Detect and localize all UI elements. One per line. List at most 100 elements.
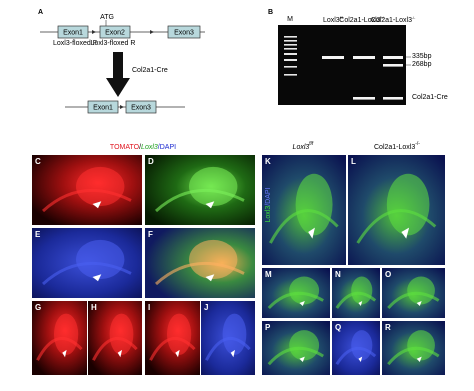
arrowhead — [416, 356, 422, 363]
arrowhead — [92, 274, 102, 282]
lane-name: Col2a1-Loxl3 — [371, 17, 412, 24]
lane-sup: +/- — [381, 16, 386, 20]
tissue-edge — [154, 262, 245, 286]
panel-letter: G — [35, 303, 41, 312]
arrowhead — [308, 227, 315, 239]
tissue — [222, 313, 247, 356]
panel-letter: J — [204, 303, 208, 312]
tissue-edge — [387, 346, 440, 366]
tissue-edge — [335, 291, 377, 309]
panel-letter: P — [265, 323, 271, 332]
tissue-edge — [269, 209, 339, 244]
tissue-edge — [205, 337, 251, 361]
exon-label: Exon3 — [131, 104, 151, 111]
exon-box — [167, 25, 201, 39]
band-label: Col2a1-Cre — [412, 94, 448, 101]
arrowhead — [401, 227, 410, 239]
lane-label: Col2a1-Loxl3-/- — [371, 16, 416, 24]
panel-letter: N — [335, 270, 341, 279]
stain-part: TOMATO — [110, 144, 140, 151]
tissue-edge — [267, 291, 324, 310]
micrographs: C D E F G H I J K L M N O P Q R — [32, 155, 445, 375]
loxp-site — [92, 30, 96, 34]
arrowhead — [299, 301, 305, 306]
tissue — [407, 330, 435, 361]
tissue-edge — [92, 337, 138, 361]
tissue-edge — [36, 337, 83, 361]
marker-label: M — [287, 16, 293, 23]
stain-part: Loxl3 — [265, 206, 272, 223]
genotype-sup: f/f — [309, 141, 314, 147]
side-stain: Loxl3/DAPI — [265, 187, 272, 222]
panel-letter: O — [385, 270, 391, 279]
panel-letter: I — [148, 303, 150, 312]
exon-box — [125, 100, 157, 114]
arrowhead — [117, 349, 123, 358]
arrowhead — [62, 349, 67, 358]
panel-letter: R — [385, 323, 391, 332]
cre-label: Col2a1-Cre — [132, 67, 168, 74]
arrowhead — [299, 356, 305, 363]
lane-name: Col2a1-Loxl3 — [339, 17, 380, 24]
tissue — [407, 276, 435, 305]
arrowhead — [358, 356, 363, 363]
tissue — [289, 276, 320, 305]
genotype-name: Col2a1-Loxl3 — [374, 144, 415, 151]
primer-label: Loxl3-floxed F — [53, 40, 97, 47]
panel-letter: C — [35, 157, 41, 166]
tissue-edge — [149, 337, 196, 361]
arrowhead — [205, 201, 215, 209]
tissue — [76, 239, 125, 280]
lane-label: Loxl3f/f — [323, 15, 344, 24]
tissue — [167, 313, 192, 356]
panel-letter: H — [91, 303, 97, 312]
exon-label: Exon1 — [93, 104, 113, 111]
genotype-label: Loxl3f/f — [293, 141, 315, 151]
exon-label: Exon3 — [174, 29, 194, 36]
exon-label: Exon1 — [63, 29, 83, 36]
genotype-label: Col2a1-Loxl3-/- — [374, 141, 420, 151]
panel-letter: F — [148, 230, 153, 239]
tissue — [189, 239, 238, 280]
stain-header: TOMATO/Loxl3/DAPI — [110, 144, 176, 151]
stain-part: /DAPI — [265, 187, 272, 205]
tissue — [351, 276, 373, 305]
stain-part: /DAPI — [158, 144, 176, 151]
tissue — [109, 313, 134, 356]
arrowhead — [175, 349, 180, 358]
ladder — [284, 36, 297, 76]
tissue-edge — [387, 291, 440, 310]
panel-letter: M — [265, 270, 272, 279]
band-label: 335bp — [412, 53, 432, 60]
tissue — [386, 173, 430, 236]
tissue-edge — [335, 346, 377, 366]
tissue — [351, 330, 373, 361]
arrowhead — [358, 301, 363, 306]
panel-letter: K — [265, 157, 271, 166]
tissue-edge — [41, 189, 132, 213]
exon-box — [57, 25, 89, 39]
lane-sup: f/f — [340, 15, 344, 20]
arrowhead — [92, 201, 102, 209]
panel-letter: Q — [335, 323, 341, 332]
band-label: 268bp — [412, 61, 432, 68]
tissue — [295, 173, 333, 236]
panel-label: A — [38, 9, 43, 16]
panel-letter: E — [35, 230, 41, 239]
primer-label: Loxl3-floxed R — [91, 40, 136, 47]
lane-name: Loxl3 — [323, 17, 340, 24]
tissue-edge — [154, 189, 245, 213]
panel-letter: L — [351, 157, 356, 166]
genotype-sup: -/- — [415, 141, 420, 147]
lane-sup: -/- — [412, 16, 416, 20]
tissue — [54, 313, 79, 356]
panel-label: B — [268, 9, 273, 16]
tissue-edge — [267, 346, 324, 366]
exon-label: Exon2 — [105, 29, 125, 36]
tissue — [189, 166, 238, 207]
arrowhead — [416, 301, 422, 306]
arrowhead — [205, 274, 215, 282]
loxp-site — [150, 30, 154, 34]
tissue-edge — [356, 209, 437, 244]
